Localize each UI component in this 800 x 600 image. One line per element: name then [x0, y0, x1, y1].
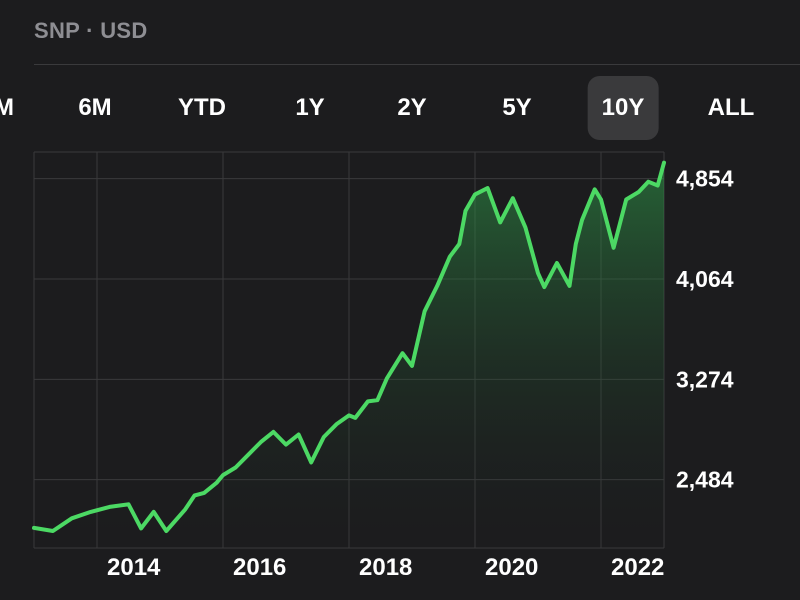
y-tick-label: 4,064: [676, 266, 734, 292]
x-tick-label: 2018: [359, 554, 412, 581]
tab-1y[interactable]: 1Y: [295, 94, 325, 121]
price-line: [32, 160, 666, 533]
y-tick-label: 3,274: [676, 366, 734, 392]
y-axis-labels: 2,484 3,274 4,064 4,854: [676, 166, 734, 493]
tab-10y[interactable]: 10Y: [587, 76, 659, 140]
tab-m[interactable]: M: [0, 94, 14, 121]
y-tick-label: 2,484: [676, 467, 734, 493]
tab-all[interactable]: ALL: [707, 94, 755, 121]
symbol-header: SNP · USD: [34, 18, 148, 43]
x-axis-labels: 2014 2016 2018 2020 2022: [107, 554, 664, 581]
range-tabs: M 6M YTD 1Y 2Y 5Y 10Y ALL: [0, 76, 800, 140]
x-tick-label: 2022: [611, 554, 664, 581]
header-divider: [34, 64, 800, 65]
tab-2y[interactable]: 2Y: [397, 94, 427, 121]
tab-ytd[interactable]: YTD: [178, 94, 226, 121]
price-area: [34, 162, 664, 548]
x-tick-label: 2016: [233, 554, 286, 581]
tab-5y[interactable]: 5Y: [502, 94, 532, 121]
tab-6m[interactable]: 6M: [78, 94, 112, 121]
x-tick-label: 2014: [107, 554, 161, 581]
x-tick-label: 2020: [485, 554, 538, 581]
y-tick-label: 4,854: [676, 166, 734, 192]
